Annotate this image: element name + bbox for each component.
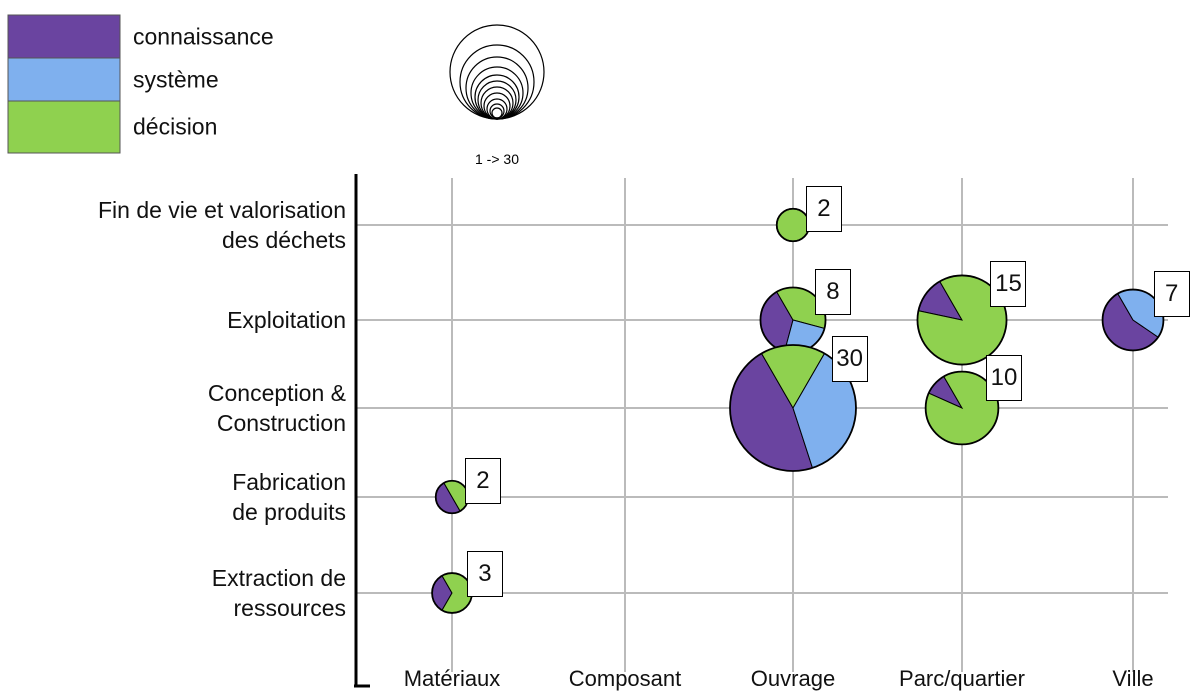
- y-tick-label: Fin de vie et valorisation des déchets: [97, 197, 346, 253]
- bubble-outline: [924, 370, 1000, 446]
- bubble-label: 30: [831, 335, 868, 382]
- x-tick-label: Composant: [568, 666, 682, 691]
- bubble-label: 7: [1153, 270, 1190, 317]
- bubble: [759, 286, 827, 354]
- size-legend-label: 1 -> 30: [475, 151, 519, 167]
- y-tick-label: Extraction de ressources: [211, 565, 346, 621]
- bubble-label: 2: [805, 185, 842, 232]
- legend-label: système: [133, 66, 219, 92]
- bubble: [775, 207, 811, 243]
- x-tick-label: Parc/quartier: [899, 666, 1025, 691]
- bubble-outline: [916, 274, 1008, 366]
- bubble-label: 8: [814, 269, 851, 316]
- legend-swatch: [7, 57, 121, 102]
- size-legend-icon: [449, 24, 545, 120]
- bubble: [729, 344, 857, 472]
- legend-swatch: [7, 14, 121, 59]
- bubble-outline: [1101, 288, 1165, 352]
- x-tick-label: Matériaux: [403, 666, 501, 691]
- bubble-label: 2: [464, 457, 501, 504]
- bubble: [434, 479, 470, 515]
- y-tick-label: Exploitation: [227, 307, 346, 333]
- y-tick-label: Fabrication de produits: [232, 469, 346, 525]
- x-tick-label: Ville: [1112, 666, 1154, 691]
- bubble: [924, 370, 1000, 446]
- y-tick-label: Conception & Construction: [207, 380, 346, 436]
- bubble-outline: [729, 344, 857, 472]
- x-tick-label: Ouvrage: [750, 666, 836, 691]
- bubble: [1101, 288, 1165, 352]
- bubble-label: 15: [990, 260, 1027, 307]
- legend-swatch: [7, 100, 121, 154]
- legend-label: connaissance: [133, 23, 274, 49]
- bubble: [916, 274, 1008, 366]
- bubble: [431, 572, 473, 614]
- bubble-label: 10: [986, 354, 1022, 401]
- legend-label: décision: [133, 113, 218, 140]
- bubble-label: 3: [466, 551, 503, 598]
